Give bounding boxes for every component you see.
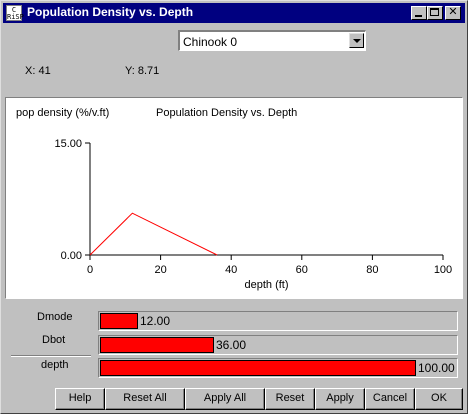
dbot-value: 36.00 <box>216 338 247 352</box>
maximize-icon <box>430 8 439 16</box>
x-coordinate-readout: X: 41 <box>25 65 51 77</box>
y-tick-label: 15.00 <box>54 138 82 150</box>
dropdown-arrow-button[interactable] <box>349 33 364 48</box>
param-label-depth: depth <box>41 359 69 371</box>
chevron-down-icon <box>353 39 361 43</box>
dmode-value: 12.00 <box>140 314 171 328</box>
window-title: Population Density vs. Depth <box>27 5 194 19</box>
y-axis-label: pop density (%/v.ft) <box>16 107 109 119</box>
y-tick-label: 0.00 <box>61 250 82 262</box>
density-chart: pop density (%/v.ft) Population Density v… <box>16 107 452 291</box>
density-curve <box>89 212 218 256</box>
close-icon: ✕ <box>448 6 458 18</box>
divider <box>11 355 91 357</box>
chart-title: Population Density vs. Depth <box>156 107 297 119</box>
app-icon: C RiSP <box>6 5 24 21</box>
x-tick-label: 20 <box>154 264 166 276</box>
series-dropdown[interactable]: Chinook 0 <box>178 30 366 51</box>
x-tick-label: 40 <box>225 264 237 276</box>
dmode-slider[interactable]: 12.00 <box>98 311 458 331</box>
reset-all-button[interactable]: Reset All <box>105 388 185 410</box>
y-coordinate-readout: Y: 8.71 <box>125 65 160 77</box>
x-tick-label: 0 <box>87 264 93 276</box>
cancel-button[interactable]: Cancel <box>365 388 415 410</box>
maximize-button[interactable] <box>427 6 443 20</box>
dbot-slider[interactable]: 36.00 <box>98 335 458 355</box>
help-button[interactable]: Help <box>55 388 105 410</box>
close-button[interactable]: ✕ <box>445 6 461 20</box>
x-axis-label: depth (ft) <box>244 279 288 291</box>
reset-button[interactable]: Reset <box>265 388 315 410</box>
minimize-button[interactable] <box>411 6 427 20</box>
apply-all-button[interactable]: Apply All <box>185 388 265 410</box>
param-label-dbot: Dbot <box>42 334 66 346</box>
x-tick-label: 80 <box>366 264 378 276</box>
dmode-slider-fill[interactable] <box>100 313 138 329</box>
apply-button[interactable]: Apply <box>315 388 365 410</box>
param-label-dmode: Dmode <box>37 311 73 323</box>
dbot-slider-fill[interactable] <box>100 337 214 353</box>
plot-area[interactable]: pop density (%/v.ft) Population Density v… <box>5 97 463 299</box>
ok-button[interactable]: OK <box>415 388 463 410</box>
title-bar[interactable]: C RiSP Population Density vs. Depth ✕ <box>3 3 465 23</box>
series-dropdown-value: Chinook 0 <box>183 35 238 49</box>
minimize-icon <box>415 15 422 17</box>
depth-value: 100.00 <box>418 361 455 375</box>
depth-slider[interactable]: 100.00 <box>98 358 458 378</box>
depth-slider-fill[interactable] <box>100 360 416 376</box>
x-tick-label: 60 <box>296 264 308 276</box>
x-tick-label: 100 <box>434 264 452 276</box>
